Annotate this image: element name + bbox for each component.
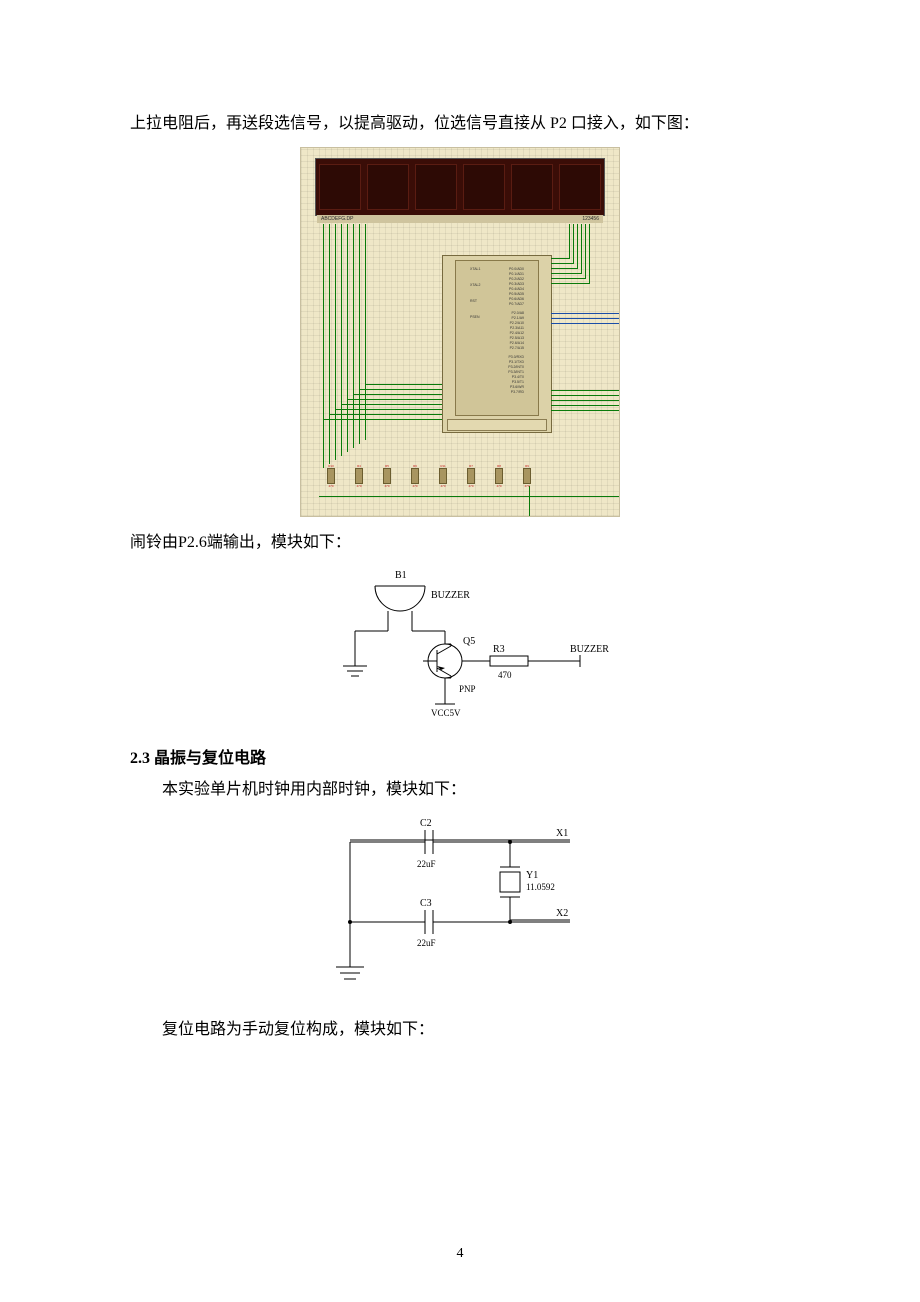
wire: [551, 313, 619, 314]
label-b1-ref: B1: [395, 570, 407, 581]
figure-proteus-wrap: ABCDEFG.DP 123456 XTAL1 XTAL2 RST PSEN P…: [130, 147, 790, 517]
label-c3-val: 22uF: [417, 938, 436, 948]
led-display: [315, 158, 605, 216]
wire: [551, 273, 581, 274]
wire: [323, 419, 442, 420]
wire: [319, 496, 619, 497]
page-number: 4: [0, 1246, 920, 1262]
wire: [323, 224, 324, 468]
led-digit: [319, 164, 361, 210]
wire: [359, 389, 442, 390]
label-y1-val: 11.0592: [526, 882, 555, 892]
resistor-row: R10470 R4470 R5470 R6470 R11470 R7470 R8…: [319, 464, 539, 488]
wire: [335, 224, 336, 460]
paragraph-1: 上拉电阻后，再送段选信号，以提高驱动，位选信号直接从 P2 口接入，如下图：: [130, 110, 790, 139]
mcu-pin-label: XTAL1: [470, 267, 480, 272]
mcu-block: XTAL1 XTAL2 RST PSEN P0.0/AD0 P0.1/AD1 P…: [442, 255, 552, 433]
label-q5-ref: Q5: [463, 636, 475, 647]
proteus-screenshot: ABCDEFG.DP 123456 XTAL1 XTAL2 RST PSEN P…: [300, 147, 620, 517]
wire: [585, 224, 586, 279]
led-digit: [463, 164, 505, 210]
wire: [551, 258, 569, 259]
wire: [365, 384, 442, 385]
mcu-pin-label: XTAL2: [470, 283, 480, 288]
mcu-pin-label: PSEN: [470, 315, 480, 320]
resistor: R9470: [515, 464, 539, 488]
wire: [347, 399, 442, 400]
document-page: 上拉电阻后，再送段选信号，以提高驱动，位选信号直接从 P2 口接入，如下图： A…: [0, 0, 920, 1302]
led-caption-left: ABCDEFG.DP: [321, 216, 354, 222]
wire: [347, 224, 348, 452]
label-r3-ref: R3: [493, 644, 505, 655]
led-digit: [367, 164, 409, 210]
wire: [581, 224, 582, 274]
wire: [341, 224, 342, 456]
led-digit: [559, 164, 601, 210]
wire: [569, 224, 570, 259]
buzzer-schematic: B1 BUZZER: [305, 566, 615, 726]
label-vcc: VCC5V: [431, 708, 461, 718]
led-caption: ABCDEFG.DP 123456: [317, 215, 603, 223]
wire: [551, 263, 573, 264]
resistor: R6470: [403, 464, 427, 488]
wire: [551, 400, 619, 401]
section-2-3-heading: 2.3 晶振与复位电路: [130, 744, 790, 768]
wire: [551, 410, 619, 411]
wire: [329, 224, 330, 464]
wire: [551, 278, 585, 279]
wire: [551, 283, 589, 284]
wire: [551, 323, 619, 324]
paragraph-2: 闹铃由P2.6端输出，模块如下：: [130, 529, 790, 558]
figure-crystal-wrap: C2 22uF X1 Y1: [130, 812, 790, 1002]
crystal-schematic: C2 22uF X1 Y1: [310, 812, 610, 1002]
wire: [551, 318, 619, 319]
wire: [365, 224, 366, 440]
resistor: R8470: [487, 464, 511, 488]
wire: [551, 390, 619, 391]
paragraph-4: 复位电路为手动复位构成，模块如下：: [130, 1016, 790, 1045]
mcu-core: XTAL1 XTAL2 RST PSEN P0.0/AD0 P0.1/AD1 P…: [455, 260, 539, 416]
wire: [551, 268, 577, 269]
mcu-program-label: [447, 419, 547, 431]
resistor: R5470: [375, 464, 399, 488]
mcu-pin-label: P3.7/RD: [494, 390, 524, 395]
label-r3-val: 470: [498, 670, 512, 680]
wire: [329, 414, 442, 415]
wire: [551, 395, 619, 396]
label-c2-ref: C2: [420, 818, 432, 829]
mcu-pins-right-labels: P0.0/AD0 P0.1/AD1 P0.2/AD2 P0.3/AD3 P0.4…: [494, 267, 524, 395]
wire: [551, 405, 619, 406]
figure-buzzer-wrap: B1 BUZZER: [130, 566, 790, 726]
wire: [529, 486, 530, 516]
wire: [335, 409, 442, 410]
wire: [577, 224, 578, 269]
wire: [573, 224, 574, 264]
resistor: R7470: [459, 464, 483, 488]
label-buzzer: BUZZER: [431, 590, 470, 601]
led-digit: [415, 164, 457, 210]
mcu-pin-label: RST: [470, 299, 480, 304]
resistor: R10470: [319, 464, 343, 488]
wire: [341, 404, 442, 405]
label-y1-ref: Y1: [526, 870, 538, 881]
label-c3-ref: C3: [420, 898, 432, 909]
wire: [589, 224, 590, 284]
resistor: R11470: [431, 464, 455, 488]
label-pnp: PNP: [459, 684, 476, 694]
led-digit: [511, 164, 553, 210]
mcu-pins-left-labels: XTAL1 XTAL2 RST PSEN: [470, 267, 480, 395]
label-c2-val: 22uF: [417, 859, 436, 869]
label-net-buzzer: BUZZER: [570, 644, 609, 655]
wire: [359, 224, 360, 444]
resistor: R4470: [347, 464, 371, 488]
label-x2: X2: [556, 908, 568, 919]
led-caption-right: 123456: [582, 216, 599, 222]
wire: [353, 394, 442, 395]
label-x1: X1: [556, 828, 568, 839]
paragraph-3: 本实验单片机时钟用内部时钟，模块如下：: [130, 776, 790, 805]
